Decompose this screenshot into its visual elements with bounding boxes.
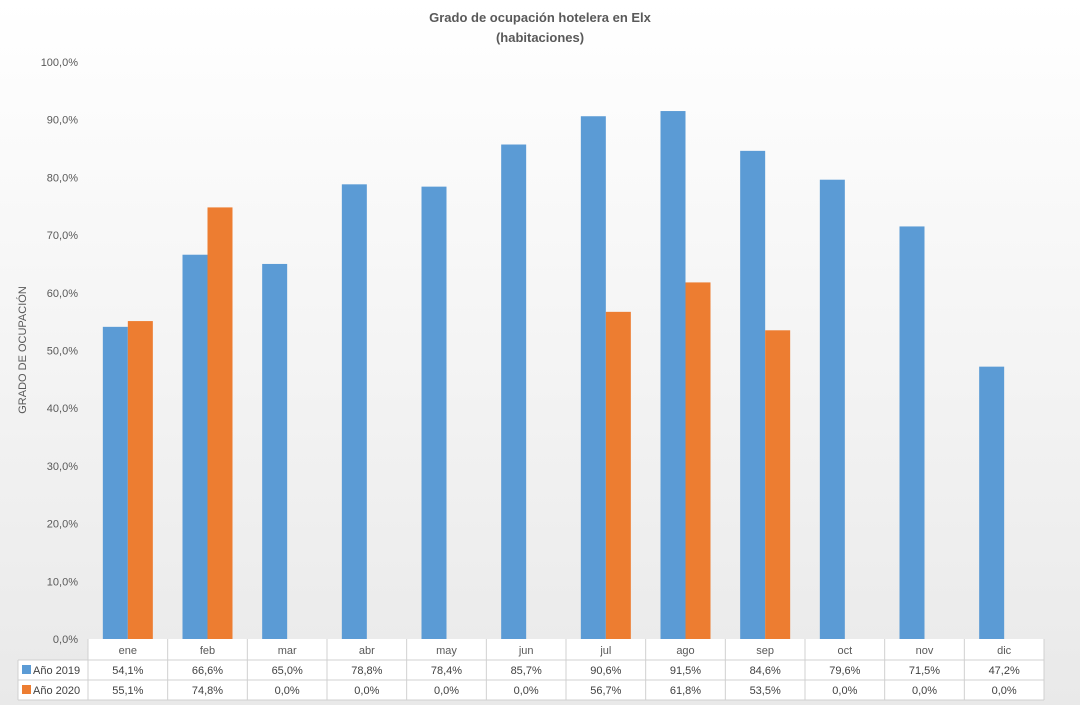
data-table-value: 85,7% xyxy=(511,665,542,677)
data-table-value: 79,6% xyxy=(829,665,860,677)
y-axis-label: GRADO DE OCUPACIÓN xyxy=(16,286,29,414)
data-table-value: 91,5% xyxy=(670,665,701,677)
bar-2019-jun xyxy=(501,144,527,640)
x-category-label: feb xyxy=(200,645,215,657)
x-category-label: sep xyxy=(756,645,774,657)
data-table-value: 56,7% xyxy=(590,685,621,697)
data-table-value: 0,0% xyxy=(514,685,539,697)
legend-swatch-0 xyxy=(22,665,31,674)
bar-2019-ago xyxy=(660,111,686,640)
bar-2019-jul xyxy=(580,116,606,640)
data-table-value: 84,6% xyxy=(750,665,781,677)
data-table-value: 90,6% xyxy=(590,665,621,677)
y-tick-label: 20,0% xyxy=(47,519,78,531)
y-tick-label: 90,0% xyxy=(47,115,78,127)
bar-2020-jul xyxy=(605,311,631,639)
legend-swatch-1 xyxy=(22,685,31,694)
x-category-label: oct xyxy=(837,645,852,657)
data-table-value: 0,0% xyxy=(912,685,937,697)
bar-2019-oct xyxy=(819,179,845,639)
data-table-value: 53,5% xyxy=(750,685,781,697)
data-table-value: 61,8% xyxy=(670,685,701,697)
data-table-value: 0,0% xyxy=(275,685,300,697)
x-category-label: abr xyxy=(359,645,375,657)
data-table-value: 0,0% xyxy=(434,685,459,697)
y-tick-label: 30,0% xyxy=(47,461,78,473)
bar-2020-feb xyxy=(207,207,233,640)
bar-2019-may xyxy=(421,186,447,639)
x-category-label: nov xyxy=(916,645,934,657)
data-table-value: 78,4% xyxy=(431,665,462,677)
bar-2019-ene xyxy=(102,326,128,639)
y-tick-label: 60,0% xyxy=(47,288,78,300)
bar-2019-abr xyxy=(341,184,367,639)
bar-2020-ene xyxy=(127,321,153,639)
bar-2020-ago xyxy=(685,282,711,639)
y-tick-label: 50,0% xyxy=(47,346,78,358)
chart-subtitle: (habitaciones) xyxy=(496,30,584,45)
x-category-label: ago xyxy=(676,645,694,657)
y-tick-label: 40,0% xyxy=(47,403,78,415)
x-category-label: mar xyxy=(278,645,297,657)
y-tick-label: 10,0% xyxy=(47,576,78,588)
legend-label: Año 2019 xyxy=(33,665,80,677)
data-table-value: 71,5% xyxy=(909,665,940,677)
x-category-label: jun xyxy=(518,645,534,657)
bar-2019-mar xyxy=(262,263,288,639)
data-table-value: 47,2% xyxy=(989,665,1020,677)
legend-label: Año 2020 xyxy=(33,685,80,697)
data-table-value: 54,1% xyxy=(112,665,143,677)
x-category-label: ene xyxy=(119,645,137,657)
data-table-value: 0,0% xyxy=(832,685,857,697)
y-tick-label: 80,0% xyxy=(47,172,78,184)
x-category-label: dic xyxy=(997,645,1012,657)
y-tick-label: 70,0% xyxy=(47,230,78,242)
chart-title: Grado de ocupación hotelera en Elx xyxy=(429,10,652,25)
data-table-value: 65,0% xyxy=(272,665,303,677)
bar-2020-sep xyxy=(765,330,791,639)
data-table-value: 0,0% xyxy=(992,685,1017,697)
x-category-label: jul xyxy=(599,645,611,657)
data-table-value: 66,6% xyxy=(192,665,223,677)
y-tick-label: 0,0% xyxy=(53,634,78,646)
y-tick-label: 100,0% xyxy=(41,57,79,69)
data-table-value: 0,0% xyxy=(354,685,379,697)
data-table-value: 55,1% xyxy=(112,685,143,697)
x-category-label: may xyxy=(436,645,457,657)
data-table-value: 78,8% xyxy=(351,665,382,677)
bar-2019-nov xyxy=(899,226,925,639)
bar-2019-sep xyxy=(740,150,766,639)
bar-2019-feb xyxy=(182,254,208,639)
data-table-value: 74,8% xyxy=(192,685,223,697)
bar-2019-dic xyxy=(979,366,1005,639)
